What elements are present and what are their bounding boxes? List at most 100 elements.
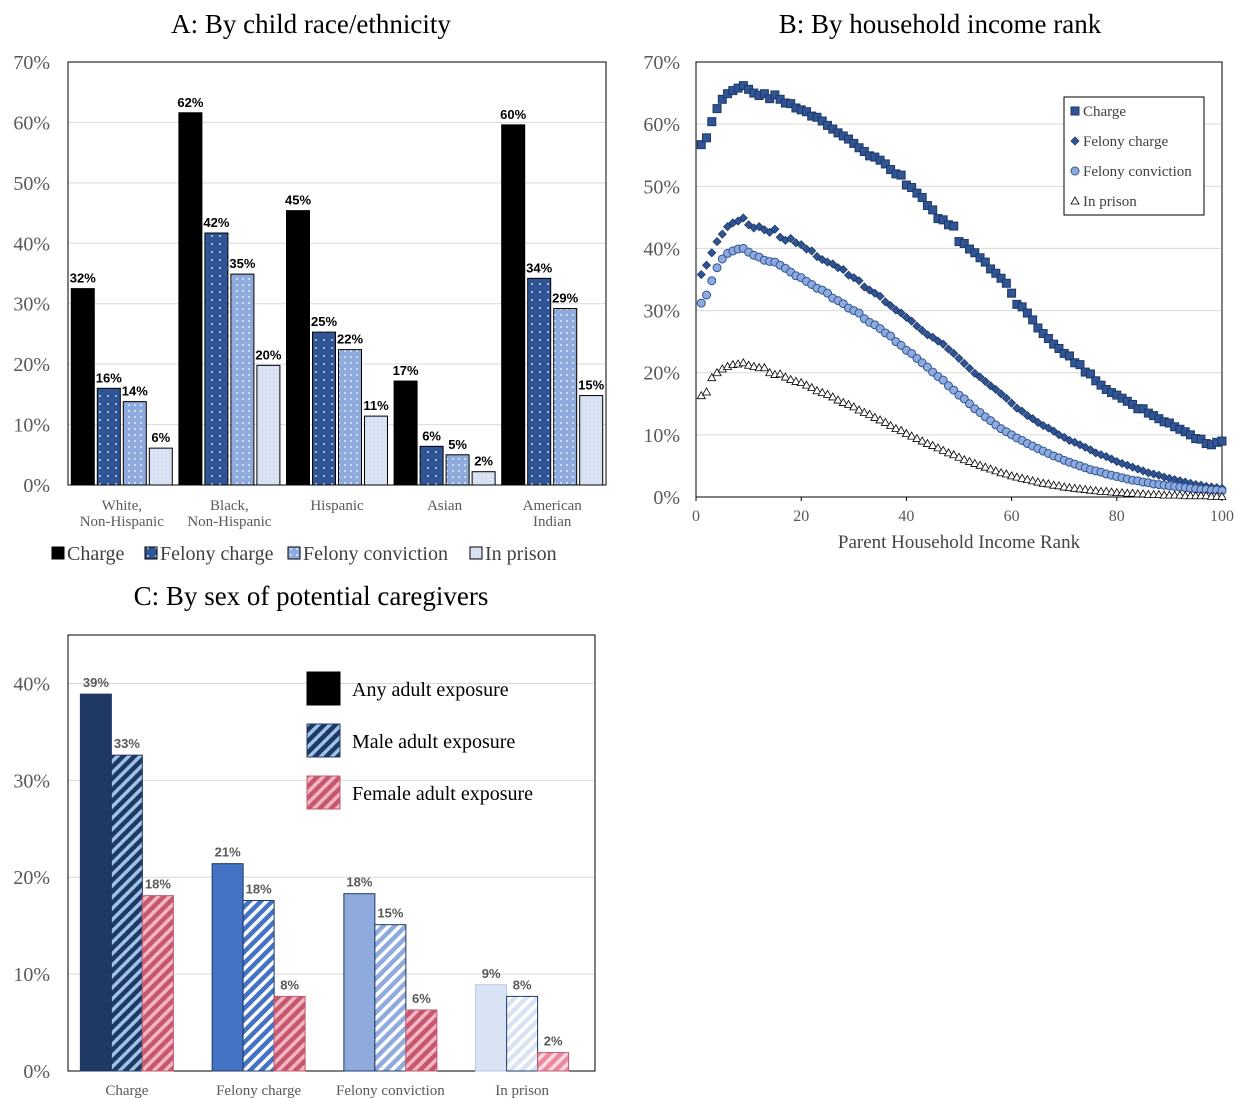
x-tick-label: Hispanic [310,498,364,514]
data-point [886,301,896,311]
panel-a: A: By child race/ethnicity 0% 10% 20% 30% 40… [13,9,607,565]
data-point [828,392,838,401]
data-point [717,229,727,239]
data-label: 62% [177,95,203,110]
panel-c: C: By sex of potential caregivers 0% 10% 2… [13,581,596,1099]
y-tick-label: 20% [643,363,680,385]
data-point [696,140,706,150]
bar [79,693,112,1072]
data-label: 60% [500,107,526,122]
data-point [738,213,748,223]
bar [242,899,275,1072]
data-point [954,353,964,363]
panel-b: B: By household income rank Parent House… [643,9,1234,553]
legend-swatch [306,723,341,758]
data-point [1101,486,1111,495]
data-point [1175,490,1185,499]
data-point [864,409,875,418]
data-point [828,259,838,269]
data-label: 22% [337,332,363,347]
data-point [875,415,885,424]
data-point [838,397,848,406]
legend-swatch [51,546,65,560]
data-point [991,384,1001,395]
series [696,243,1227,496]
data-point [980,462,990,471]
data-label: 6% [422,428,441,443]
data-point [996,389,1006,399]
data-label: 14% [122,384,148,399]
data-label: 2% [474,454,493,469]
data-point [896,170,906,180]
y-tick-label: 20% [13,354,50,376]
y-tick-label: 40% [13,673,50,695]
series [696,357,1227,500]
data-point [975,372,985,382]
data-point [991,268,1001,278]
data-label: 35% [229,256,255,271]
data-point [901,428,912,438]
x-tick-label: Black, [210,498,249,514]
data-point [896,425,906,434]
data-point [780,372,791,381]
data-point [980,257,990,267]
bar [419,445,444,486]
data-point [854,276,864,286]
data-point [1070,166,1080,176]
data-point [817,387,827,397]
legend-label: Male adult exposure [352,731,515,753]
panel-c-title: C: By sex of potential caregivers [134,581,489,611]
data-point [933,443,943,452]
legend-swatch [306,671,341,706]
legend-swatch [469,546,483,560]
x-tick-label: 20 [793,508,809,525]
data-point [796,377,806,387]
data-point [928,332,938,342]
bar [141,895,174,1072]
y-tick-label: 20% [13,867,50,889]
data-point [712,263,722,273]
data-point [1075,484,1085,493]
data-point [796,240,806,250]
data-point [1022,308,1032,318]
data-point [702,133,712,143]
y-tick-label: 50% [13,173,50,195]
data-point [964,363,975,373]
data-point [1127,488,1138,497]
data-point [1091,485,1101,495]
y-tick-label: 30% [643,301,680,323]
data-point [1017,406,1027,416]
data-point [822,389,833,398]
bar [230,273,255,486]
x-tick-label: 60 [1004,508,1020,525]
data-point [843,399,854,408]
y-tick-label: 40% [643,238,680,260]
data-point [1217,436,1227,446]
data-point [738,357,749,367]
data-label: 39% [83,675,109,690]
data-label: 29% [552,291,578,306]
data-point [807,246,817,256]
data-point [970,458,980,467]
data-point [938,445,948,454]
x-tick-label: 40 [898,508,914,525]
bar [501,124,526,486]
data-point [1059,482,1069,491]
data-label: 8% [513,977,532,992]
data-point [870,412,880,421]
bar [537,1052,570,1072]
data-point [959,454,969,464]
data-point [812,385,822,395]
data-point [701,387,712,396]
data-point [943,448,954,457]
data-point [1064,351,1074,361]
y-tick-label: 60% [643,114,680,136]
bar [70,288,95,486]
data-label: 18% [346,875,372,890]
data-point [1006,471,1017,480]
x-tick-label: Felony charge [216,1083,301,1099]
data-label: 20% [255,347,281,362]
bar [374,924,407,1072]
data-point [996,467,1006,477]
plot-frame [67,61,607,486]
